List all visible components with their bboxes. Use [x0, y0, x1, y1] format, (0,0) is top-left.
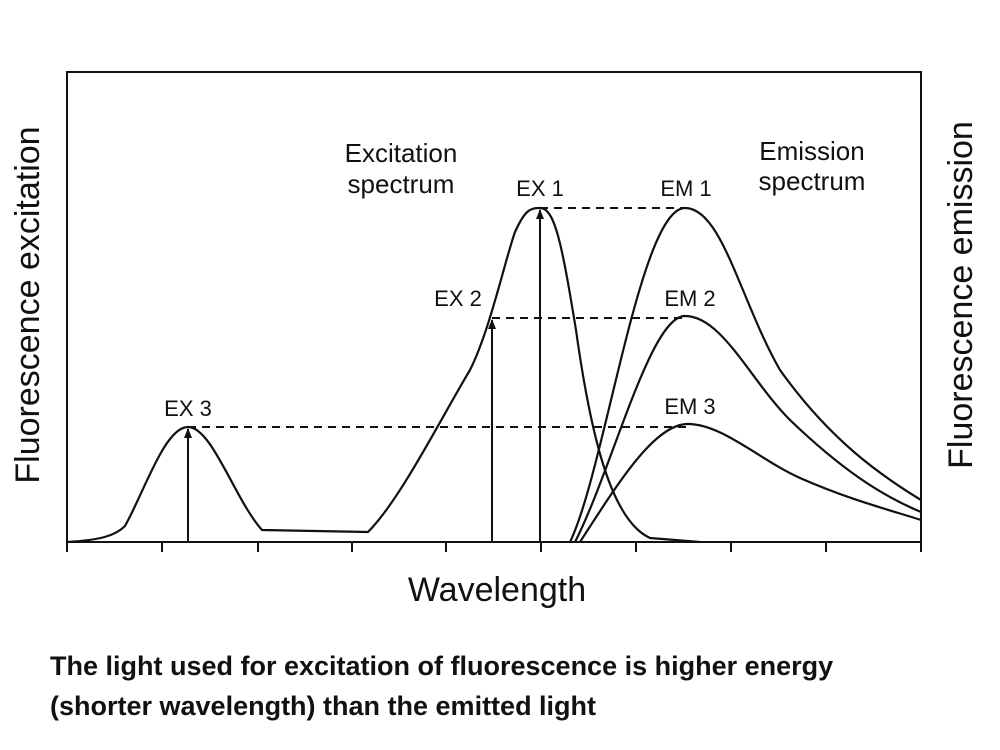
- emission-curve-2: [574, 314, 922, 543]
- emission-curve-3: [579, 422, 922, 543]
- plot-frame: [66, 71, 922, 543]
- peak-label: EM 2: [664, 286, 715, 311]
- y-right-label: Fluorescence emission: [942, 121, 980, 469]
- caption: (shorter wavelength) than the emitted li…: [50, 691, 596, 721]
- peak-label: EM 1: [660, 176, 711, 201]
- peak-label: EX 2: [434, 286, 482, 311]
- excitation-label: spectrum: [348, 169, 455, 199]
- excitation-label: Excitation: [345, 138, 458, 168]
- emission-label: Emission: [759, 136, 864, 166]
- excitation-curve: [66, 206, 701, 544]
- y-left-label: Fluorescence excitation: [9, 126, 47, 483]
- peak-label: EX 1: [516, 176, 564, 201]
- emission-curve-1: [569, 206, 922, 543]
- peak-label: EM 3: [664, 394, 715, 419]
- x-ticks: [66, 542, 922, 552]
- emission-label: spectrum: [759, 166, 866, 196]
- x-label: Wavelength: [408, 571, 586, 609]
- peak-label: EX 3: [164, 396, 212, 421]
- caption: The light used for excitation of fluores…: [50, 651, 833, 681]
